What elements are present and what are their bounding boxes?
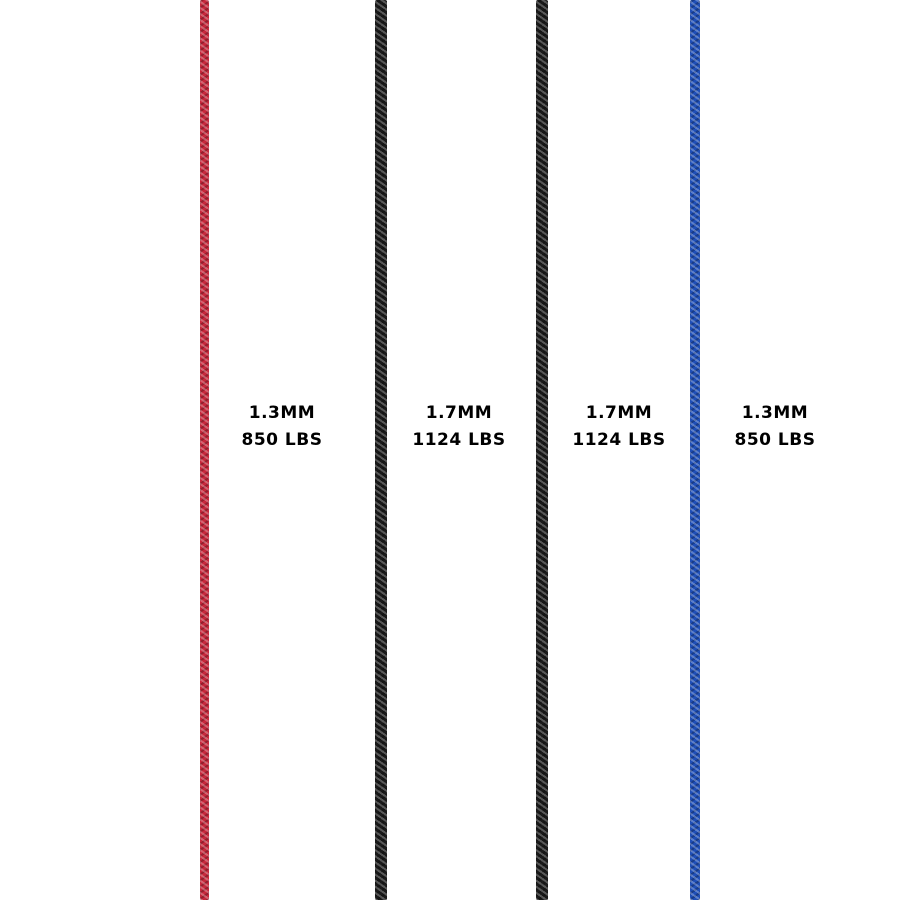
strength: 850 LBS <box>734 430 816 450</box>
black-rope <box>536 0 548 900</box>
rope-label: 1.3MM 850 LBS <box>212 400 352 454</box>
diameter: 1.3MM <box>248 403 316 423</box>
red-rope <box>200 0 209 900</box>
strength: 1124 LBS <box>572 430 666 450</box>
rope-label: 1.3MM 850 LBS <box>705 400 845 454</box>
rope-label: 1.7MM 1124 LBS <box>389 400 529 454</box>
diameter: 1.7MM <box>425 403 493 423</box>
strength: 1124 LBS <box>412 430 506 450</box>
diameter: 1.7MM <box>585 403 653 423</box>
strength: 850 LBS <box>241 430 323 450</box>
rope-label: 1.7MM 1124 LBS <box>549 400 689 454</box>
blue-rope <box>690 0 700 900</box>
diameter: 1.3MM <box>741 403 809 423</box>
black-rope <box>375 0 387 900</box>
